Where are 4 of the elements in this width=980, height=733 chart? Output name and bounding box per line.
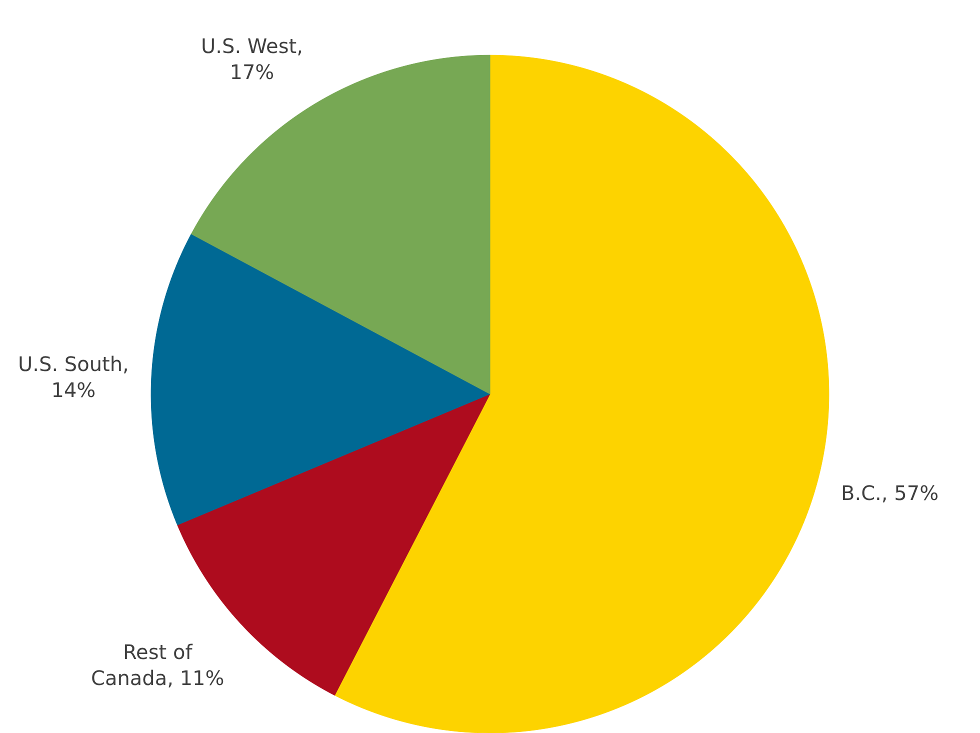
- slice-label: B.C., 57%: [841, 481, 939, 505]
- slice-label: U.S. South, 14%: [18, 352, 129, 402]
- slice-label: Rest of Canada, 11%: [91, 640, 224, 690]
- slice-label: U.S. West, 17%: [201, 34, 303, 84]
